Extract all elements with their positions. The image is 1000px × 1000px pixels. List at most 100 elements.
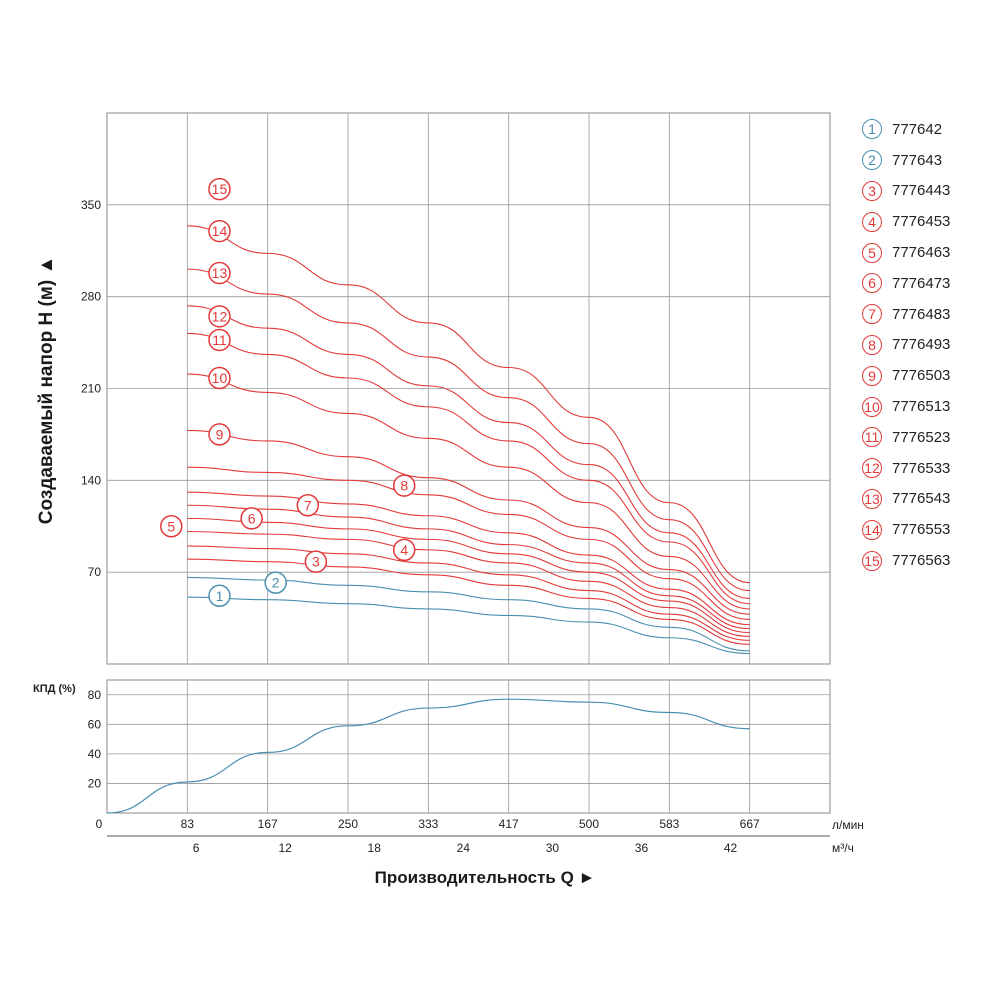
legend-item: 5 7776463	[862, 237, 950, 268]
legend-marker: 11	[862, 427, 882, 448]
efficiency-tick-label: 20	[88, 776, 102, 790]
legend-label: 7776473	[892, 274, 951, 292]
legend-marker: 10	[862, 396, 882, 417]
curve-badge-label: 12	[212, 308, 228, 324]
curve-badge-8	[392, 474, 416, 497]
curve-badge-11	[208, 328, 231, 352]
curve-badge-label: 10	[212, 370, 228, 386]
curve-badge-label: 4	[400, 542, 408, 558]
y-tick-label: 280	[81, 290, 101, 304]
curve-9	[187, 466, 750, 620]
curve-8	[187, 491, 750, 626]
curve-badge-7	[296, 494, 320, 517]
x-tick-m3h: 24	[457, 841, 471, 855]
x-tick-m3h: 36	[635, 841, 649, 855]
legend-marker: 4	[862, 211, 882, 232]
x-unit-m3h: м³/ч	[832, 841, 854, 855]
x-tick-m3h: 6	[193, 841, 200, 855]
x-axis-label-text: Производительность Q ►	[374, 868, 596, 887]
legend-label: 7776503	[892, 367, 951, 385]
x-tick-lmin: 583	[659, 817, 679, 831]
legend-item: 15 7776563	[862, 545, 950, 576]
legend-item: 9 7776503	[862, 360, 950, 391]
y-tick-label: 140	[81, 473, 101, 487]
legend-item: 4 7776453	[862, 206, 950, 237]
curve-7	[187, 504, 750, 630]
x-axis-label: Производительность Q ►	[0, 868, 1000, 888]
efficiency-tick-label: 40	[88, 747, 102, 761]
legend-label: 7776483	[892, 305, 951, 323]
curve-badge-label: 2	[272, 575, 280, 591]
x-tick-lmin: 667	[740, 817, 760, 831]
curve-badge-label: 7	[304, 497, 312, 513]
y-axis-label: Создаваемый напор Н (м) ▲	[36, 255, 57, 525]
curve-3	[187, 558, 750, 645]
legend-label: 7776513	[892, 398, 951, 416]
curve-10	[187, 429, 750, 615]
x-tick-lmin: 333	[418, 817, 438, 831]
curve-badge-1	[208, 584, 231, 608]
curve-badge-label: 3	[312, 554, 320, 570]
x-tick-lmin: 83	[181, 817, 195, 831]
legend-marker: 14	[862, 519, 882, 540]
legend-label: 7776443	[892, 182, 951, 200]
x-tick-lmin: 417	[499, 817, 519, 831]
head-curves	[187, 225, 750, 655]
curve-badge-14	[208, 219, 231, 243]
legend-label: 7776533	[892, 459, 951, 477]
curve-badge-10	[208, 366, 231, 390]
curve-badge-2	[264, 571, 287, 594]
efficiency-tick-label: 60	[88, 717, 102, 731]
x-tick-m3h: 42	[724, 841, 738, 855]
curve-badge-12	[208, 305, 231, 328]
legend-marker: 2	[862, 150, 882, 171]
head-y-ticks: 70 140 210 280 350	[81, 198, 101, 579]
legend-item: 7 7776483	[862, 299, 950, 330]
legend-label: 777642	[892, 120, 943, 138]
curve-badge-label: 1	[216, 588, 224, 604]
legend-label: 7776453	[892, 213, 951, 231]
curve-badge-label: 6	[248, 510, 256, 526]
legend-marker: 1	[862, 119, 882, 140]
legend-item: 1 777642	[862, 114, 950, 145]
efficiency-tick-label: 80	[88, 688, 102, 702]
x-unit-lmin: л/мин	[832, 818, 864, 832]
legend-label: 7776553	[892, 521, 951, 539]
legend-item: 3 7776443	[862, 176, 950, 207]
x-tick-m3h: 18	[368, 841, 382, 855]
legend-item: 11 7776523	[862, 422, 950, 453]
legend-item: 13 7776543	[862, 484, 950, 515]
curve-badge-3	[304, 550, 328, 573]
curve-badge-label: 9	[216, 426, 224, 442]
legend-item: 10 7776513	[862, 391, 950, 422]
legend-item: 8 7776493	[862, 330, 950, 361]
x-tick-lmin: 0	[96, 817, 103, 831]
efficiency-chart-grid	[106, 679, 831, 814]
legend-label: 7776523	[892, 428, 951, 446]
curve-badge-label: 8	[400, 478, 408, 494]
curve-badge-label: 11	[212, 332, 227, 348]
curve-1	[187, 596, 750, 655]
curve-11	[187, 373, 750, 610]
legend: 1 777642 2 777643 3 7776443 4 7776453 5 7776463 6 7…	[862, 114, 950, 576]
legend-marker: 7	[862, 304, 882, 325]
curve-badge-label: 5	[167, 518, 175, 534]
curve-badge-label: 13	[212, 265, 228, 281]
legend-label: 7776493	[892, 336, 951, 354]
legend-marker: 6	[862, 273, 882, 294]
curve-4	[187, 545, 750, 641]
efficiency-y-ticks: 20 40 60 80 КПД (%)	[33, 683, 101, 790]
curve-12	[187, 332, 750, 605]
legend-marker: 3	[862, 180, 882, 201]
efficiency-axis-label: КПД (%)	[33, 683, 76, 695]
legend-label: 7776463	[892, 244, 951, 262]
efficiency-line	[106, 698, 750, 814]
legend-item: 6 7776473	[862, 268, 950, 299]
curve-badge-4	[392, 538, 416, 562]
legend-marker: 13	[862, 488, 882, 509]
curve-badge-label: 14	[212, 223, 228, 239]
efficiency-curve	[106, 698, 750, 814]
legend-marker: 12	[862, 458, 882, 479]
